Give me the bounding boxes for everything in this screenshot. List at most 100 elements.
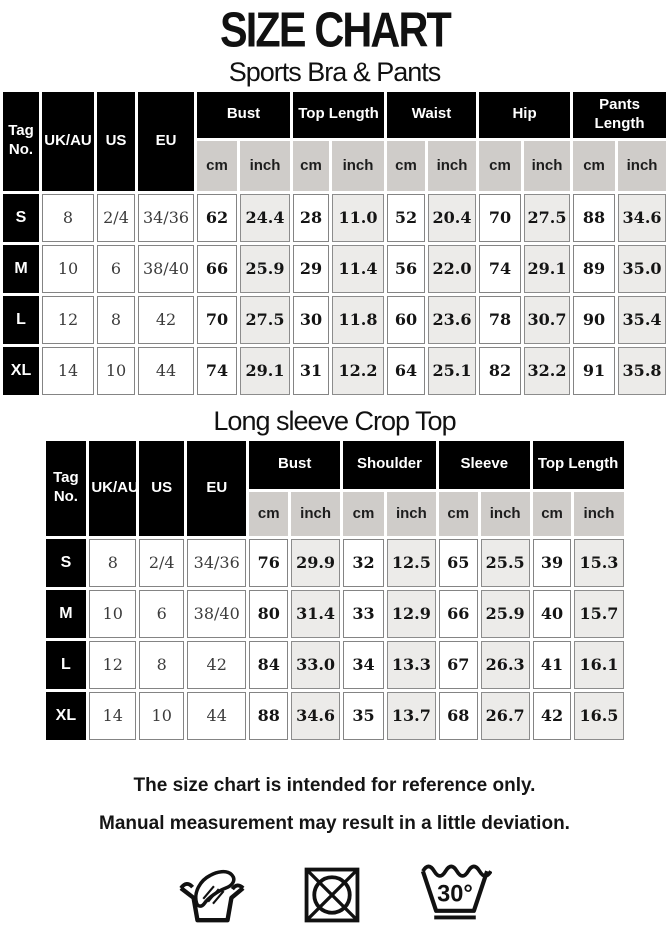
long-sleeve-crop-top-table: Tag No. UK/AU US EU Bust Shoulder Sleeve…	[43, 438, 627, 743]
unit-header-inch: inch	[574, 491, 624, 536]
unit-header-inch: inch	[480, 491, 530, 536]
column-header-eu: EU	[187, 440, 247, 536]
unit-header-inch: inch	[618, 140, 667, 191]
table-cell: 25.1	[428, 346, 477, 395]
hand-wash-icon	[178, 869, 244, 923]
size-tag: L	[3, 295, 39, 344]
table-cell: 10	[97, 346, 135, 395]
table-cell: 78	[479, 295, 522, 344]
table-cell: 2/4	[97, 193, 135, 242]
table-cell: 74	[479, 244, 522, 293]
size-row-l: L 12 8 42 84 33.0 34 13.3 67 26.3 41 16.…	[45, 640, 624, 689]
table-cell: 34.6	[618, 193, 667, 242]
table-cell: 34.6	[291, 691, 341, 740]
table-cell: 8	[97, 295, 135, 344]
table-cell: 25.9	[240, 244, 290, 293]
table-cell: 76	[249, 538, 289, 587]
disclaimer-line-1: The size chart is intended for reference…	[133, 774, 536, 796]
sports-bra-pants-title: Sports Bra & Pants	[228, 57, 442, 88]
size-row-xl: XL 14 10 44 88 34.6 35 13.7 68 26.7 42 1…	[45, 691, 624, 740]
table-cell: 40	[532, 589, 572, 638]
do-not-tumble-dry-icon	[304, 867, 359, 923]
table-cell: 66	[438, 589, 478, 638]
table-cell: 39	[532, 538, 572, 587]
size-tag: XL	[3, 346, 39, 395]
table-cell: 32.2	[524, 346, 571, 395]
table-cell: 34/36	[187, 538, 247, 587]
unit-header-cm: cm	[249, 491, 289, 536]
unit-header-cm: cm	[438, 491, 478, 536]
crop-top-title: Long sleeve Crop Top	[213, 405, 456, 436]
table-cell: 10	[42, 244, 94, 293]
table-cell: 16.1	[574, 640, 624, 689]
table-cell: 44	[187, 691, 247, 740]
unit-header-inch: inch	[524, 140, 571, 191]
sports-bra-pants-table: Tag No. UK/AU US EU Bust Top Length Wais…	[0, 89, 669, 398]
size-tag: XL	[45, 691, 87, 740]
unit-header-cm: cm	[387, 140, 425, 191]
unit-header-cm: cm	[573, 140, 616, 191]
table-cell: 12	[89, 640, 137, 689]
table-cell: 29	[293, 244, 329, 293]
table-cell: 13.7	[386, 691, 436, 740]
disclaimer-line-2: Manual measurement may result in a littl…	[99, 812, 570, 834]
unit-header-inch: inch	[240, 140, 290, 191]
column-header-ukau: UK/AU	[89, 440, 137, 536]
table-cell: 8	[139, 640, 185, 689]
table-cell: 20.4	[428, 193, 477, 242]
size-tag: S	[45, 538, 87, 587]
size-tag: M	[3, 244, 39, 293]
table-cell: 70	[197, 295, 237, 344]
column-header-tag-no: Tag No.	[3, 91, 39, 191]
table-cell: 15.3	[574, 538, 624, 587]
table-cell: 31.4	[291, 589, 341, 638]
unit-header-inch: inch	[332, 140, 384, 191]
table-cell: 44	[138, 346, 194, 395]
table-cell: 2/4	[139, 538, 185, 587]
column-group-pants-length: Pants Length	[573, 91, 667, 138]
table-cell: 91	[573, 346, 616, 395]
unit-header-cm: cm	[479, 140, 522, 191]
column-group-bust: Bust	[249, 440, 341, 489]
unit-header-inch: inch	[386, 491, 436, 536]
table-cell: 24.4	[240, 193, 290, 242]
table-cell: 82	[479, 346, 522, 395]
table-cell: 33.0	[291, 640, 341, 689]
table-cell: 6	[139, 589, 185, 638]
column-header-tag-no: Tag No.	[45, 440, 87, 536]
table-cell: 26.7	[480, 691, 530, 740]
table-cell: 22.0	[428, 244, 477, 293]
table-cell: 88	[249, 691, 289, 740]
table-cell: 12.5	[386, 538, 436, 587]
column-group-waist: Waist	[387, 91, 477, 138]
table-cell: 74	[197, 346, 237, 395]
column-group-top-length: Top Length	[293, 91, 384, 138]
table-cell: 35	[343, 691, 384, 740]
table-cell: 67	[438, 640, 478, 689]
table-cell: 16.5	[574, 691, 624, 740]
column-header-us: US	[97, 91, 135, 191]
table-cell: 31	[293, 346, 329, 395]
table-cell: 88	[573, 193, 616, 242]
table-cell: 6	[97, 244, 135, 293]
table-cell: 8	[89, 538, 137, 587]
unit-header-cm: cm	[343, 491, 384, 536]
column-header-eu: EU	[138, 91, 194, 191]
table-cell: 14	[89, 691, 137, 740]
table-cell: 60	[387, 295, 425, 344]
table-cell: 11.4	[332, 244, 384, 293]
table-cell: 41	[532, 640, 572, 689]
table-cell: 42	[138, 295, 194, 344]
table-cell: 26.3	[480, 640, 530, 689]
unit-header-cm: cm	[197, 140, 237, 191]
table-cell: 29.1	[240, 346, 290, 395]
table-cell: 27.5	[524, 193, 571, 242]
column-group-sleeve: Sleeve	[438, 440, 530, 489]
size-tag: M	[45, 589, 87, 638]
unit-header-inch: inch	[291, 491, 341, 536]
table-cell: 80	[249, 589, 289, 638]
table-cell: 10	[139, 691, 185, 740]
column-group-top-length: Top Length	[532, 440, 624, 489]
table-cell: 11.0	[332, 193, 384, 242]
